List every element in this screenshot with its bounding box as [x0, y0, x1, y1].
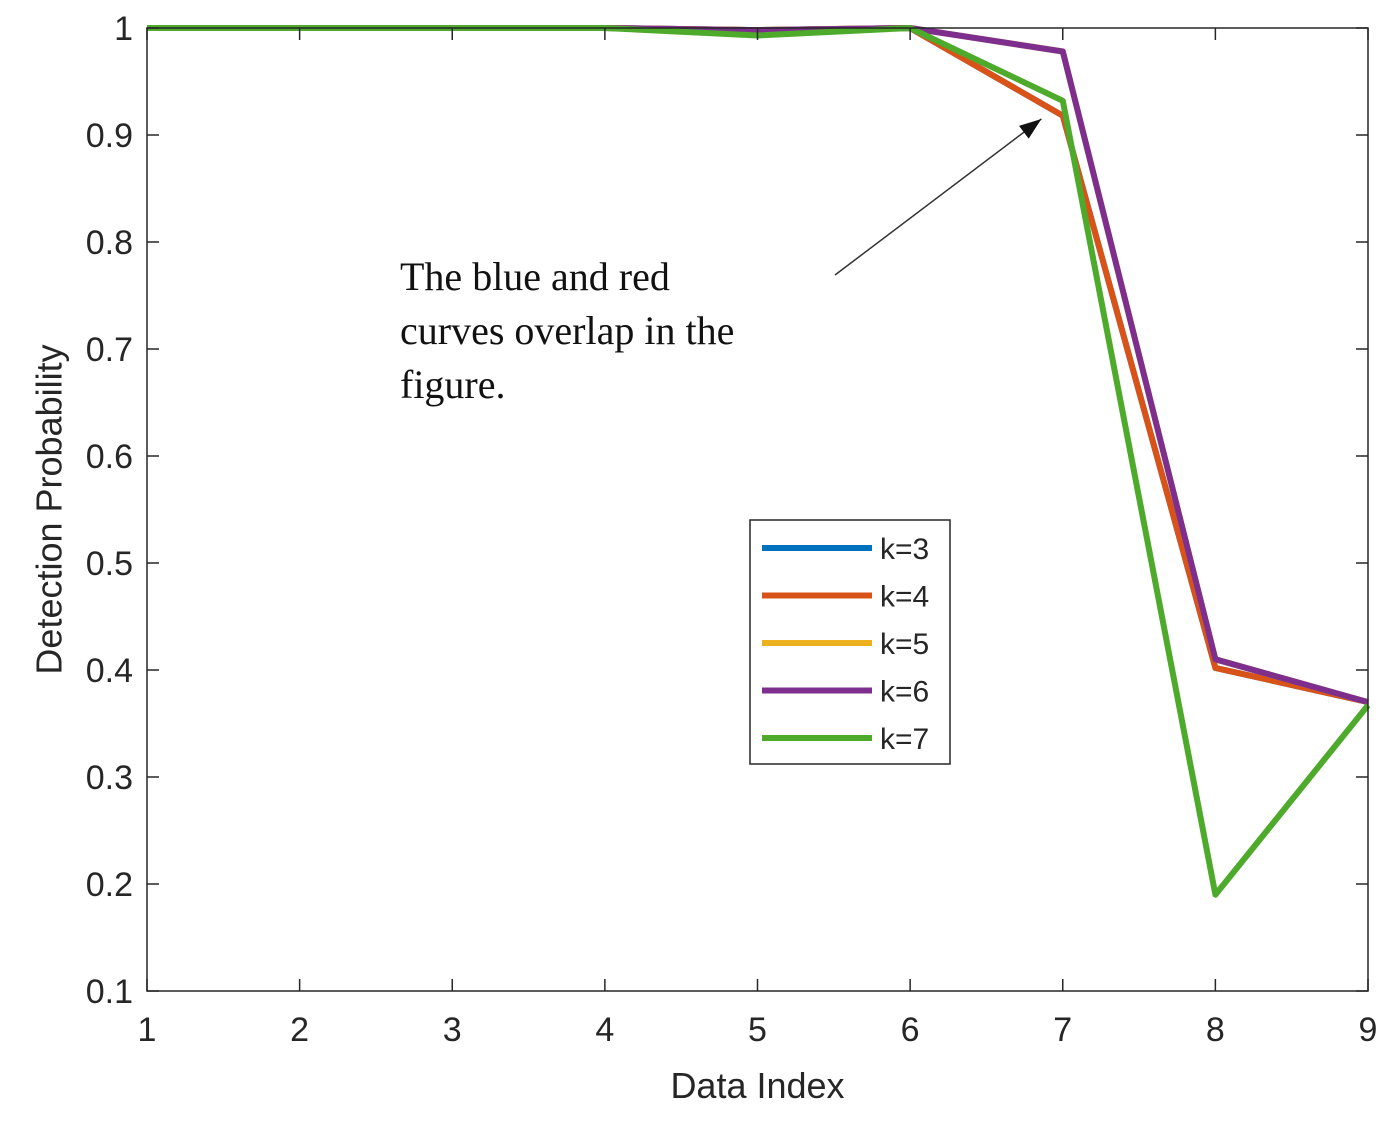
- axis-ticks: [146, 27, 1369, 992]
- legend-label-k=7: k=7: [880, 723, 929, 756]
- x-tick-label: 3: [443, 1011, 462, 1049]
- x-tick-label: 5: [748, 1011, 767, 1049]
- x-axis-title: Data Index: [670, 1065, 844, 1106]
- plot-area-frame: [146, 27, 1369, 992]
- y-tick-label: 0.3: [86, 759, 133, 797]
- y-tick-labels: 0.1 0.2 0.3 0.4 0.5 0.6 0.7 0.8 0.9 1: [86, 10, 133, 1011]
- annotation-arrow-head: [1019, 118, 1042, 139]
- y-tick-label: 0.5: [86, 545, 133, 583]
- annotation-text-line: figure.: [400, 362, 506, 407]
- legend-label-k=6: k=6: [880, 676, 929, 709]
- x-tick-label: 9: [1359, 1011, 1378, 1049]
- annotation: The blue and red curves overlap in the fig…: [400, 118, 1042, 407]
- y-axis-title: Detection Probability: [29, 344, 70, 674]
- legend-label-k=3: k=3: [880, 533, 929, 566]
- y-tick-label: 0.2: [86, 866, 133, 904]
- x-tick-label: 1: [138, 1011, 157, 1049]
- x-tick-label: 2: [290, 1011, 309, 1049]
- y-tick-label: 0.8: [86, 224, 133, 262]
- y-tick-label: 0.4: [86, 652, 133, 690]
- y-tick-label: 0.1: [86, 973, 133, 1011]
- y-tick-label: 0.6: [86, 438, 133, 476]
- legend-label-k=5: k=5: [880, 628, 929, 661]
- annotation-text-line: The blue and red: [400, 254, 670, 299]
- legend-label-k=4: k=4: [880, 581, 929, 614]
- x-tick-label: 8: [1206, 1011, 1225, 1049]
- x-tick-label: 7: [1053, 1011, 1072, 1049]
- y-tick-label: 0.9: [86, 117, 133, 155]
- y-tick-label: 1: [114, 10, 133, 48]
- annotation-arrow-line: [834, 118, 1042, 276]
- legend: k=3 k=4 k=5 k=6 k=7: [749, 519, 951, 765]
- annotation-text-line: curves overlap in the: [400, 308, 734, 353]
- x-tick-labels: 1 2 3 4 5 6 7 8 9: [138, 1011, 1378, 1049]
- x-tick-label: 4: [595, 1011, 614, 1049]
- x-tick-label: 6: [901, 1011, 920, 1049]
- y-tick-label: 0.7: [86, 331, 133, 369]
